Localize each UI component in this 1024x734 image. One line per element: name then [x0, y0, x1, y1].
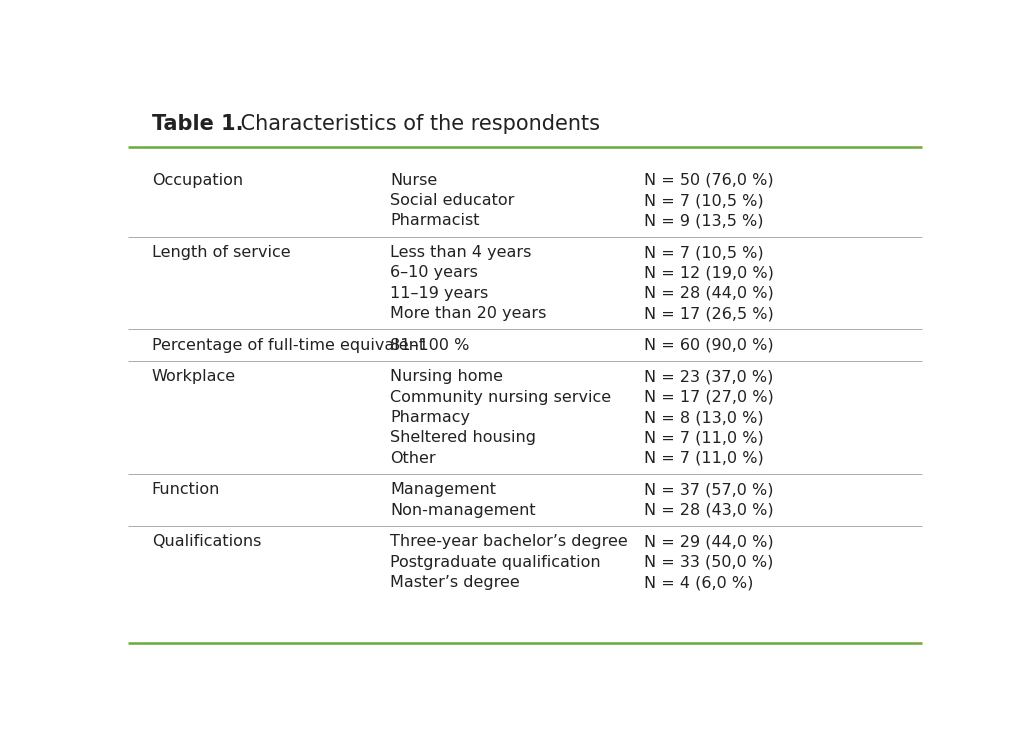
Text: N = 60 (90,0 %): N = 60 (90,0 %): [644, 338, 773, 353]
Text: N = 28 (43,0 %): N = 28 (43,0 %): [644, 503, 773, 517]
Text: Three-year bachelor’s degree: Three-year bachelor’s degree: [390, 534, 628, 550]
Text: N = 29 (44,0 %): N = 29 (44,0 %): [644, 534, 773, 550]
Text: N = 17 (27,0 %): N = 17 (27,0 %): [644, 390, 773, 404]
Text: N = 7 (10,5 %): N = 7 (10,5 %): [644, 193, 764, 208]
Text: Function: Function: [152, 482, 220, 498]
Text: 6–10 years: 6–10 years: [390, 266, 478, 280]
Text: N = 4 (6,0 %): N = 4 (6,0 %): [644, 575, 754, 590]
Text: Table 1.: Table 1.: [152, 114, 244, 134]
Text: N = 12 (19,0 %): N = 12 (19,0 %): [644, 266, 774, 280]
Text: N = 7 (11,0 %): N = 7 (11,0 %): [644, 451, 764, 466]
Text: N = 8 (13,0 %): N = 8 (13,0 %): [644, 410, 764, 425]
Text: Less than 4 years: Less than 4 years: [390, 245, 531, 260]
Text: Qualifications: Qualifications: [152, 534, 261, 550]
Text: 81–100 %: 81–100 %: [390, 338, 469, 353]
Text: Master’s degree: Master’s degree: [390, 575, 519, 590]
Text: Pharmacy: Pharmacy: [390, 410, 470, 425]
Text: Characteristics of the respondents: Characteristics of the respondents: [233, 114, 599, 134]
Text: N = 37 (57,0 %): N = 37 (57,0 %): [644, 482, 773, 498]
Text: Percentage of full-time equivalent: Percentage of full-time equivalent: [152, 338, 425, 353]
Text: Other: Other: [390, 451, 435, 466]
Text: N = 7 (11,0 %): N = 7 (11,0 %): [644, 430, 764, 446]
Text: Occupation: Occupation: [152, 172, 243, 188]
Text: Pharmacist: Pharmacist: [390, 214, 479, 228]
Text: Nurse: Nurse: [390, 172, 437, 188]
Text: N = 33 (50,0 %): N = 33 (50,0 %): [644, 555, 773, 570]
Text: More than 20 years: More than 20 years: [390, 306, 546, 321]
Text: N = 23 (37,0 %): N = 23 (37,0 %): [644, 369, 773, 385]
Text: N = 9 (13,5 %): N = 9 (13,5 %): [644, 214, 763, 228]
Text: Length of service: Length of service: [152, 245, 291, 260]
Text: Nursing home: Nursing home: [390, 369, 503, 385]
Text: Non-management: Non-management: [390, 503, 536, 517]
Text: Social educator: Social educator: [390, 193, 514, 208]
Text: N = 28 (44,0 %): N = 28 (44,0 %): [644, 286, 773, 301]
Text: Management: Management: [390, 482, 496, 498]
Text: N = 50 (76,0 %): N = 50 (76,0 %): [644, 172, 773, 188]
Text: Postgraduate qualification: Postgraduate qualification: [390, 555, 600, 570]
Text: N = 17 (26,5 %): N = 17 (26,5 %): [644, 306, 773, 321]
Text: N = 7 (10,5 %): N = 7 (10,5 %): [644, 245, 764, 260]
Text: Community nursing service: Community nursing service: [390, 390, 611, 404]
Text: 11–19 years: 11–19 years: [390, 286, 488, 301]
Text: Sheltered housing: Sheltered housing: [390, 430, 536, 446]
Text: Workplace: Workplace: [152, 369, 236, 385]
